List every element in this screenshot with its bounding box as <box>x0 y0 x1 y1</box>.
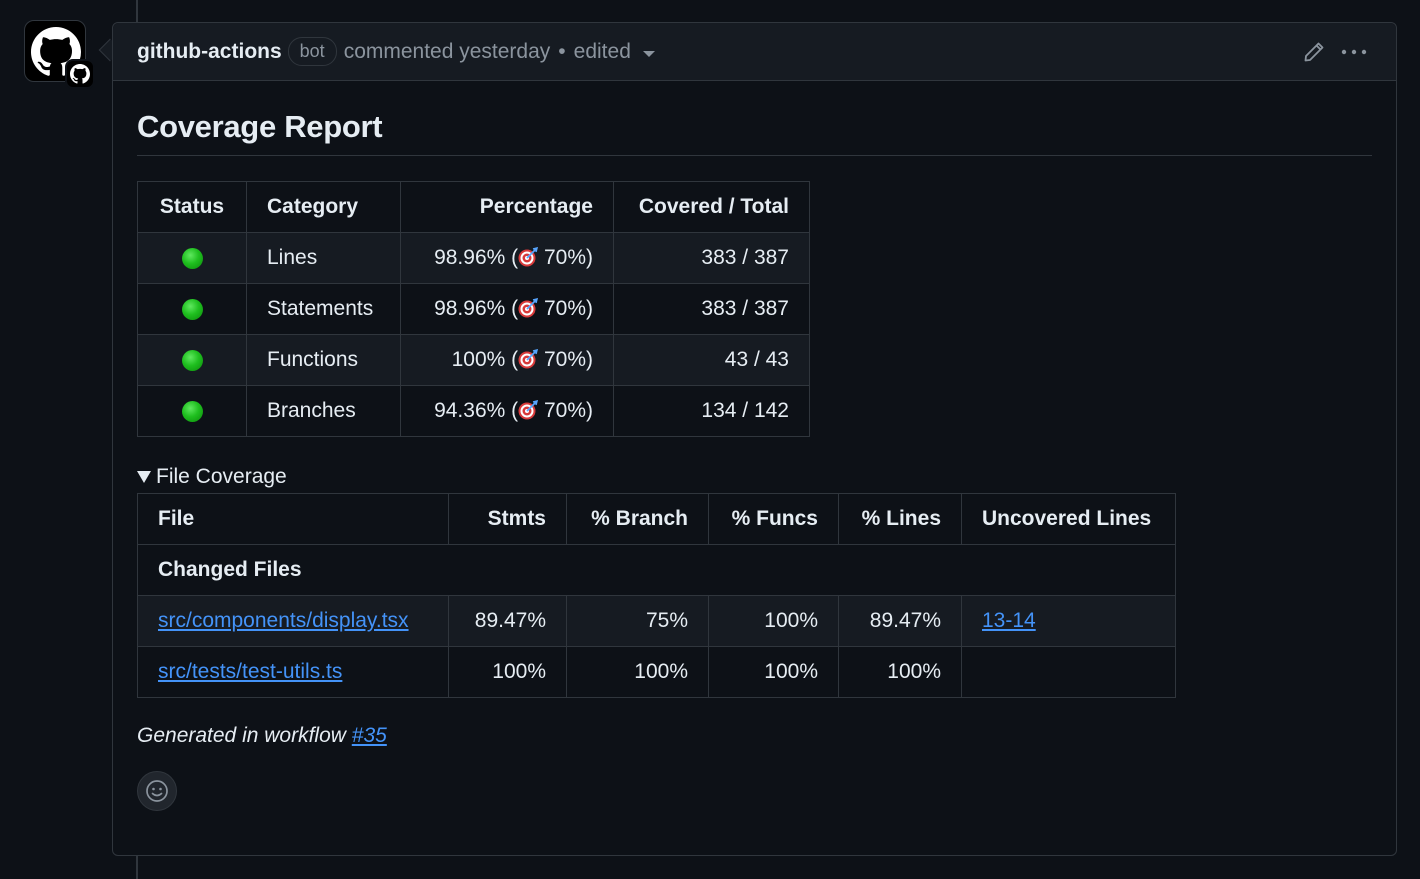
bot-badge: bot <box>287 37 337 66</box>
green-circle-icon <box>181 247 203 269</box>
report-title: Coverage Report <box>137 109 1372 156</box>
target-icon <box>518 349 539 369</box>
covered-cell: 43 / 43 <box>613 334 810 386</box>
app-badge <box>65 59 95 89</box>
percentage-cell: 98.96% ( 70%) <box>400 232 614 284</box>
comment-header: github-actions bot commented yesterday •… <box>113 23 1396 81</box>
table-row: Statements 98.96% ( 70%) 383 / 387 <box>137 283 810 335</box>
comment-box: github-actions bot commented yesterday •… <box>112 22 1397 856</box>
table-row: src/components/display.tsx 89.47% 75% 10… <box>137 595 1176 647</box>
summary-header-status: Status <box>137 181 247 233</box>
category-cell: Branches <box>246 385 401 437</box>
percentage-cell: 100% ( 70%) <box>400 334 614 386</box>
changed-files-row: Changed Files <box>137 544 1176 596</box>
percentage-value: 98.96% ( <box>434 297 519 320</box>
file-header-stmts: Stmts <box>448 493 567 545</box>
target-icon <box>518 298 539 318</box>
file-coverage-toggle[interactable]: File Coverage <box>137 465 1372 489</box>
file-coverage-label: File Coverage <box>156 465 287 488</box>
threshold-value: 70%) <box>538 348 593 371</box>
status-cell <box>137 334 247 386</box>
table-row: src/tests/test-utils.ts 100% 100% 100% 1… <box>137 646 1176 698</box>
summary-header-covered: Covered / Total <box>613 181 810 233</box>
funcs-cell: 100% <box>708 595 839 647</box>
uncovered-lines-link[interactable]: 13-14 <box>982 609 1036 632</box>
file-cell: src/components/display.tsx <box>137 595 449 647</box>
table-row: Lines 98.96% ( 70%) 383 / 387 <box>137 232 810 284</box>
generated-note: Generated in workflow #35 <box>137 724 1372 748</box>
percentage-value: 94.36% ( <box>434 399 519 422</box>
pencil-icon[interactable] <box>1302 40 1326 64</box>
summary-header-percentage: Percentage <box>400 181 614 233</box>
github-badge-icon <box>70 64 90 84</box>
summary-header-row: Status Category Percentage Covered / Tot… <box>137 181 810 233</box>
status-cell <box>137 283 247 335</box>
branch-cell: 100% <box>566 646 709 698</box>
percentage-value: 100% ( <box>451 348 519 371</box>
separator-dot: • <box>558 39 566 63</box>
lines-cell: 100% <box>838 646 962 698</box>
summary-header-category: Category <box>246 181 401 233</box>
chevron-down-icon[interactable] <box>642 50 655 57</box>
smiley-icon <box>146 780 168 802</box>
kebab-icon[interactable] <box>1340 40 1368 64</box>
table-row: Functions 100% ( 70%) 43 / 43 <box>137 334 810 386</box>
target-icon <box>518 247 539 267</box>
covered-cell: 134 / 142 <box>613 385 810 437</box>
covered-cell: 383 / 387 <box>613 232 810 284</box>
file-header-uncovered: Uncovered Lines <box>961 493 1176 545</box>
summary-table: Status Category Percentage Covered / Tot… <box>137 181 810 437</box>
add-reaction-button[interactable] <box>137 771 177 811</box>
lines-cell: 89.47% <box>838 595 962 647</box>
comment-timestamp[interactable]: commented yesterday <box>343 39 551 63</box>
percentage-cell: 98.96% ( 70%) <box>400 283 614 335</box>
file-link[interactable]: src/tests/test-utils.ts <box>158 660 343 683</box>
covered-cell: 383 / 387 <box>613 283 810 335</box>
file-header-funcs: % Funcs <box>708 493 839 545</box>
stmts-cell: 100% <box>448 646 567 698</box>
uncovered-cell <box>961 646 1176 698</box>
author-link[interactable]: github-actions <box>137 39 282 63</box>
percentage-value: 98.96% ( <box>434 246 519 269</box>
file-header-branch: % Branch <box>566 493 709 545</box>
green-circle-icon <box>181 298 203 320</box>
threshold-value: 70%) <box>538 246 593 269</box>
changed-files-label: Changed Files <box>137 544 1176 596</box>
file-cell: src/tests/test-utils.ts <box>137 646 449 698</box>
threshold-value: 70%) <box>538 399 593 422</box>
file-header-row: File Stmts % Branch % Funcs % Lines Unco… <box>137 493 1176 545</box>
triangle-down-icon <box>137 471 151 483</box>
percentage-cell: 94.36% ( 70%) <box>400 385 614 437</box>
target-icon <box>518 400 539 420</box>
funcs-cell: 100% <box>708 646 839 698</box>
generated-text: Generated in workflow <box>137 724 352 747</box>
category-cell: Functions <box>246 334 401 386</box>
table-row: Branches 94.36% ( 70%) 134 / 142 <box>137 385 810 437</box>
stmts-cell: 89.47% <box>448 595 567 647</box>
avatar[interactable] <box>24 20 95 89</box>
threshold-value: 70%) <box>538 297 593 320</box>
comment-body: Coverage Report Status Category Percenta… <box>137 81 1372 811</box>
category-cell: Statements <box>246 283 401 335</box>
status-cell <box>137 232 247 284</box>
category-cell: Lines <box>246 232 401 284</box>
uncovered-cell: 13-14 <box>961 595 1176 647</box>
green-circle-icon <box>181 349 203 371</box>
file-header-lines: % Lines <box>838 493 962 545</box>
branch-cell: 75% <box>566 595 709 647</box>
file-header-file: File <box>137 493 449 545</box>
edited-dropdown[interactable]: edited <box>573 39 631 63</box>
workflow-link[interactable]: #35 <box>351 724 387 747</box>
status-cell <box>137 385 247 437</box>
file-coverage-table: File Stmts % Branch % Funcs % Lines Unco… <box>137 493 1176 698</box>
file-link[interactable]: src/components/display.tsx <box>158 609 409 632</box>
green-circle-icon <box>181 400 203 422</box>
header-actions <box>1302 40 1368 64</box>
